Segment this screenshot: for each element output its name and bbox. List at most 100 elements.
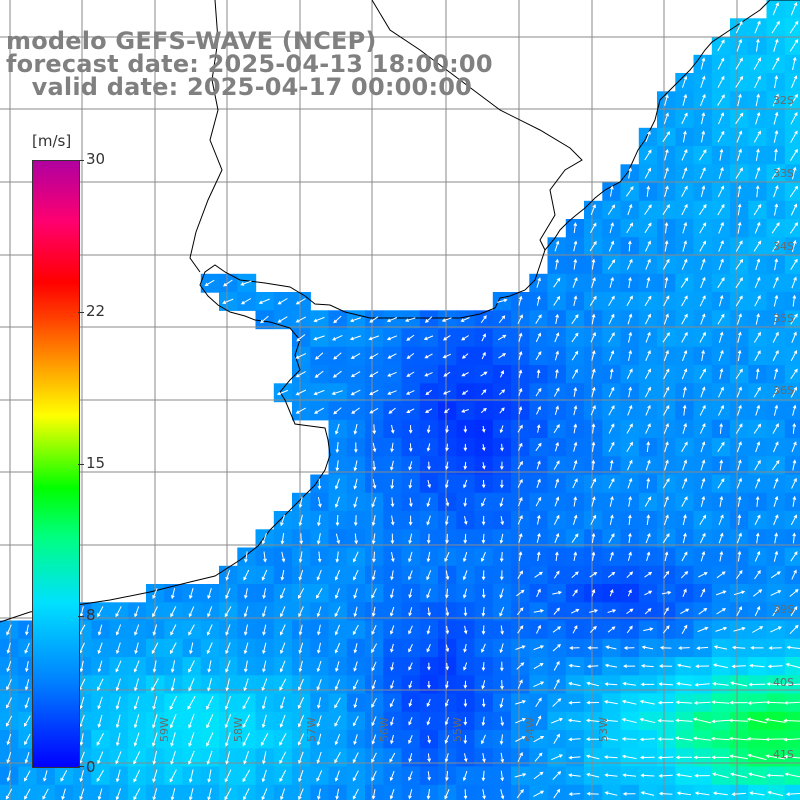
wind-arrow: [279, 678, 287, 691]
wind-arrow: [481, 479, 486, 489]
wind-arrow: [442, 334, 451, 341]
wind-arrow: [681, 167, 688, 179]
wind-speed-cell: [711, 91, 731, 111]
wind-speed-cell: [18, 638, 38, 658]
wind-arrow: [736, 313, 742, 325]
wind-arrow: [681, 148, 688, 161]
wind-arrow: [133, 732, 140, 747]
wind-arrow: [773, 129, 779, 143]
wind-speed-cell: [164, 711, 184, 731]
wind-arrow: [295, 316, 307, 323]
wind-speed-cell: [784, 73, 800, 92]
wind-arrow: [463, 717, 468, 726]
wind-arrow: [350, 389, 361, 396]
wind-arrow: [644, 313, 651, 325]
wind-speed-cell: [565, 565, 585, 585]
wind-arrow: [682, 349, 688, 362]
wind-arrow: [790, 350, 798, 362]
wind-arrow: [626, 222, 634, 234]
wind-arrow: [658, 791, 673, 796]
wind-arrow: [682, 459, 688, 471]
wind-arrow: [426, 497, 431, 508]
wind-arrow: [498, 353, 507, 359]
wind-arrow: [569, 646, 580, 650]
wind-arrow: [317, 624, 321, 636]
wind-arrow: [772, 57, 780, 70]
wind-arrow: [591, 258, 596, 270]
wind-arrow: [24, 697, 30, 709]
wind-arrow: [681, 441, 688, 453]
wind-arrow: [371, 770, 377, 782]
wind-arrow: [644, 386, 651, 398]
wind-arrow: [715, 626, 728, 632]
wind-speed-cell: [784, 146, 800, 165]
wind-arrow: [518, 442, 523, 451]
wind-arrow: [481, 606, 486, 617]
wind-arrow: [627, 203, 633, 216]
wind-arrow: [24, 715, 31, 727]
wind-arrow: [316, 679, 322, 691]
wind-arrow: [481, 625, 486, 635]
wind-arrow: [773, 367, 779, 380]
wind-arrow: [516, 589, 525, 597]
wind-arrow: [204, 279, 215, 287]
wind-arrow: [372, 479, 377, 490]
wind-arrow: [333, 407, 342, 415]
wind-arrow: [718, 166, 724, 179]
wind-arrow: [628, 331, 633, 343]
wind-arrow: [445, 771, 449, 782]
wind-arrow: [372, 551, 376, 563]
wind-arrow: [316, 770, 323, 782]
wind-arrow: [608, 350, 615, 361]
wind-arrow: [316, 533, 321, 545]
wind-arrow: [426, 515, 431, 526]
wind-arrow: [331, 334, 343, 341]
wind-arrow: [152, 588, 158, 600]
lat-label-39s: 39S: [773, 603, 794, 616]
wind-arrow: [603, 736, 618, 741]
wind-arrow: [718, 386, 724, 398]
wind-arrow: [518, 387, 523, 397]
wind-arrow: [317, 496, 322, 508]
wind-arrow: [657, 755, 674, 760]
wind-arrow: [603, 755, 618, 759]
wind-arrow: [427, 753, 431, 763]
wind-arrow: [731, 792, 746, 797]
wind-arrow: [552, 626, 562, 633]
wind-arrow: [627, 313, 633, 325]
wind-arrow: [115, 606, 122, 618]
wind-arrow: [766, 682, 784, 686]
wind-arrow: [791, 331, 797, 343]
wind-speed-cell: [730, 784, 749, 800]
wind-arrow: [463, 625, 468, 635]
wind-arrow: [243, 678, 249, 692]
wind-arrow: [644, 607, 652, 615]
wind-arrow: [681, 258, 688, 270]
wind-speed-cell: [748, 273, 768, 293]
wind-arrow: [535, 442, 542, 452]
wind-arrow: [298, 660, 303, 673]
wind-arrow: [646, 276, 651, 289]
wind-arrow: [427, 735, 431, 744]
wind-arrow: [572, 277, 578, 288]
wind-arrow: [681, 313, 688, 325]
wind-arrow: [553, 424, 560, 434]
wind-arrow: [97, 714, 103, 728]
wind-arrow: [792, 404, 797, 416]
wind-arrow: [698, 204, 707, 216]
wind-speed-cell: [748, 18, 768, 38]
lon-label-57w: 57W: [305, 717, 318, 742]
wind-arrow: [517, 625, 524, 634]
wind-arrow: [676, 681, 692, 686]
wind-arrow: [444, 753, 449, 763]
wind-arrow: [517, 424, 523, 433]
wind-arrow: [718, 331, 724, 343]
wind-arrow: [445, 644, 450, 653]
wind-arrow: [586, 664, 599, 669]
wind-arrow: [701, 112, 706, 125]
wind-speed-cell: [584, 784, 603, 800]
wind-arrow: [717, 75, 725, 88]
wind-arrow: [298, 770, 304, 783]
wind-arrow: [353, 734, 358, 746]
wind-arrow: [515, 736, 526, 742]
